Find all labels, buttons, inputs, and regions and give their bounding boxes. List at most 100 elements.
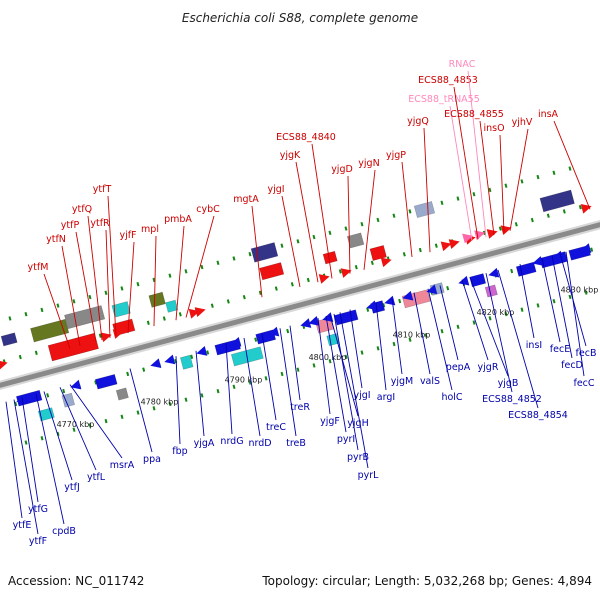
tick-mark (488, 187, 492, 193)
gene-label-bottom: valS (420, 376, 440, 387)
gene-label-bottom: treC (266, 422, 286, 433)
reverse-gene-arrow (552, 250, 564, 261)
tick-mark (418, 247, 422, 253)
feature-block (322, 250, 338, 265)
feature-block (165, 299, 179, 313)
gene-label-top: yjgN (358, 158, 379, 169)
leader-line (497, 269, 539, 409)
tick-mark (232, 384, 236, 390)
gene-label-top: insO (483, 123, 504, 134)
tick-mark (408, 209, 412, 214)
feature-block (64, 305, 106, 330)
leader-line (565, 251, 585, 377)
leader-line (105, 229, 111, 338)
reverse-gene-arrow (230, 336, 242, 347)
gene-label-top: yjgK (280, 150, 301, 161)
rna-gene-arrow (462, 233, 474, 244)
feature-block (369, 245, 387, 261)
tick-mark (216, 260, 220, 265)
leader-line (339, 312, 369, 469)
reverse-gene-arrow (488, 267, 500, 278)
gene-label-bottom: fecB (576, 348, 597, 359)
tick-mark (88, 294, 92, 300)
gene-label-top: ECS88_tRNA55 (408, 94, 480, 105)
tick-mark (248, 252, 252, 257)
tick-mark (456, 324, 460, 330)
tick-mark (242, 294, 246, 300)
tick-mark (376, 346, 380, 351)
feature-block (515, 261, 537, 277)
gene-label-top: ECS88_4855 (444, 109, 504, 120)
tick-mark (498, 226, 502, 231)
gene-label-top: pmbA (164, 214, 192, 225)
gene-label-bottom: treB (286, 438, 306, 449)
tick-mark (62, 388, 66, 394)
leader-line (427, 288, 453, 391)
reverse-gene-arrow (402, 290, 414, 301)
leader-line (35, 393, 65, 525)
gene-label-bottom: yjgR (478, 362, 499, 373)
forward-gene-arrow (0, 360, 8, 370)
gene-label-bottom: pyrI (337, 434, 355, 445)
leader-line (453, 86, 479, 240)
tick-mark (306, 277, 310, 283)
tick-mark (126, 371, 130, 377)
tick-mark (360, 222, 364, 227)
tick-mark (46, 393, 50, 398)
leader-line (279, 328, 297, 437)
feature-block (469, 273, 487, 288)
leader-line (449, 105, 473, 242)
tick-mark (120, 414, 124, 420)
gene-label-bottom: fbp (172, 446, 187, 457)
gene-label-top: ytfM (28, 262, 49, 273)
tick-mark (344, 226, 348, 231)
forward-gene-arrow (194, 307, 206, 317)
reverse-gene-arrow (322, 312, 334, 322)
leader-line (439, 285, 459, 361)
tick-mark (530, 217, 534, 223)
tick-mark (520, 307, 524, 312)
leader-line (43, 273, 71, 349)
leader-line (175, 356, 181, 445)
reverse-gene-arrow (366, 300, 378, 311)
tick-mark (56, 303, 60, 308)
tick-mark (354, 264, 358, 270)
feature-block (259, 262, 285, 281)
tick-mark (254, 337, 258, 342)
tick-mark (504, 311, 508, 317)
gene-label-bottom: treR (290, 402, 310, 413)
feature-block (0, 332, 18, 347)
leader-line (251, 205, 263, 298)
tick-mark (488, 316, 492, 321)
tick-mark (440, 200, 444, 205)
leader-line (225, 342, 233, 435)
tick-mark (312, 363, 316, 368)
tick-mark (142, 367, 146, 372)
forward-gene-arrow (486, 229, 498, 239)
gene-label-top: ytfT (93, 184, 112, 195)
scale-label: 4780 kbp (141, 398, 179, 407)
gene-label-bottom: pyrB (347, 452, 369, 463)
leader-line (479, 120, 495, 236)
leader-line (541, 258, 561, 343)
tick-mark (344, 354, 348, 360)
leader-line (87, 215, 103, 341)
forward-gene-arrow (318, 274, 330, 284)
gene-label-top: ECS88_4853 (418, 75, 478, 86)
gene-label-top: cybC (196, 204, 220, 215)
backbone (0, 222, 600, 388)
gene-label-bottom: ppa (143, 454, 161, 465)
tick-mark (178, 312, 182, 317)
tick-mark (296, 239, 300, 244)
feature-block (115, 387, 129, 401)
leader-line (553, 120, 591, 210)
tick-mark (226, 299, 230, 304)
tick-mark (578, 204, 582, 210)
reverse-gene-arrow (300, 318, 312, 328)
tick-mark (376, 217, 380, 223)
feature-block (47, 332, 99, 362)
leader-line (295, 161, 319, 283)
leader-line (127, 241, 135, 334)
tick-mark (168, 273, 172, 278)
tick-mark (24, 311, 28, 317)
